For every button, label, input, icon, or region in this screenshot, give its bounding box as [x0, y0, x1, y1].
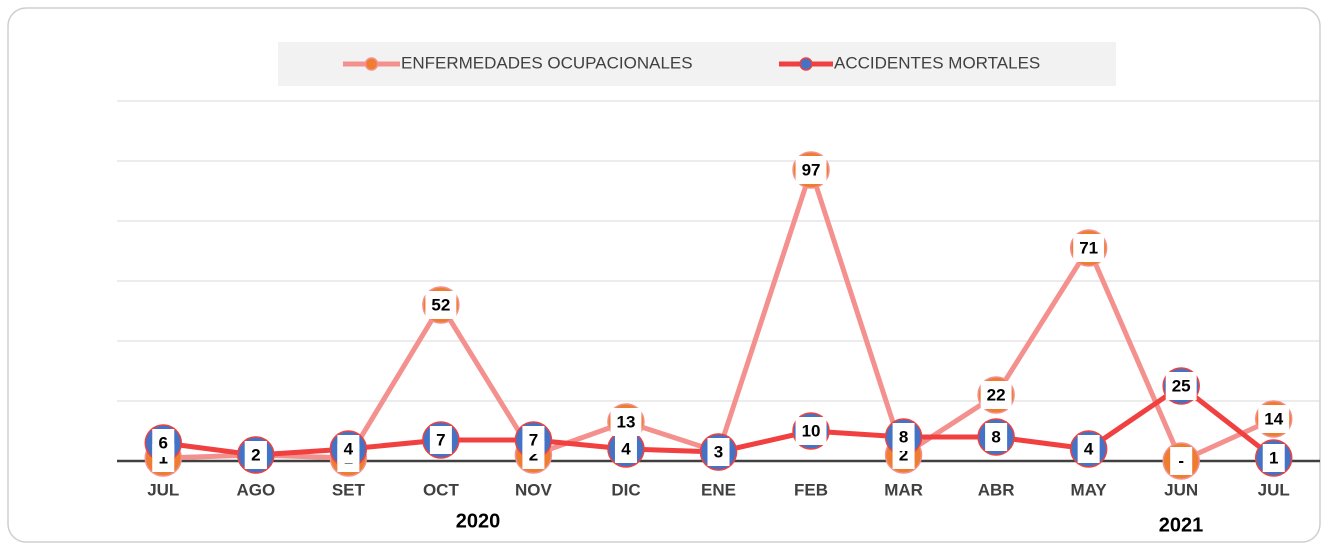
data-label: - [1178, 451, 1184, 470]
x-tick-label: DIC [611, 480, 640, 499]
data-label: 14 [1264, 409, 1283, 428]
data-label-bg [610, 408, 642, 436]
data-label: 3 [714, 442, 723, 461]
legend-label: ENFERMEDADES OCUPACIONALES [401, 53, 693, 72]
data-label: 4 [1084, 439, 1094, 458]
data-label-bg [614, 435, 637, 463]
data-label: 4 [344, 439, 354, 458]
data-label-bg [152, 429, 175, 457]
data-label-bg [795, 156, 827, 184]
x-tick-label: ABR [978, 480, 1015, 499]
data-label-bg [1262, 444, 1285, 472]
data-label-bg [1170, 447, 1193, 475]
year-label: 2020 [456, 510, 501, 532]
data-label-bg [707, 438, 730, 466]
data-label: 52 [431, 295, 450, 314]
x-tick-label: JUL [147, 480, 179, 499]
data-label-bg [892, 423, 915, 451]
x-tick-label: FEB [794, 480, 828, 499]
data-label-bg [1077, 435, 1100, 463]
data-label: 8 [899, 427, 908, 446]
data-label: 2 [899, 445, 908, 464]
data-label-bg [425, 291, 457, 319]
data-label: 71 [1079, 238, 1098, 257]
data-label: 22 [987, 385, 1006, 404]
legend-box [278, 42, 1116, 86]
data-label: 7 [436, 430, 445, 449]
x-tick-label: NOV [515, 480, 553, 499]
x-tick-label: OCT [423, 480, 460, 499]
data-label: 2 [529, 445, 538, 464]
data-label-bg [244, 441, 267, 469]
data-label-bg [1165, 372, 1197, 400]
x-tick-label: JUL [1258, 480, 1290, 499]
data-label: 7 [529, 430, 538, 449]
x-tick-label: MAY [1071, 480, 1108, 499]
x-tick-label: SET [332, 480, 366, 499]
data-label: 97 [802, 160, 821, 179]
data-label: 4 [621, 439, 631, 458]
data-label-bg [522, 426, 545, 454]
data-label: 10 [802, 421, 821, 440]
data-label-bg [429, 426, 452, 454]
data-label: 1 [159, 448, 168, 467]
data-label: 25 [1172, 376, 1191, 395]
x-tick-label: JUN [1164, 480, 1198, 499]
year-label: 2021 [1159, 514, 1204, 536]
data-label-bg [985, 423, 1008, 451]
legend-marker [364, 57, 379, 71]
data-label: 2 [251, 445, 260, 464]
x-tick-label: AGO [236, 480, 275, 499]
data-label-bg [980, 381, 1012, 409]
data-label-bg [1258, 405, 1290, 433]
data-label: 8 [991, 427, 1000, 446]
data-label-bg [337, 435, 360, 463]
x-tick-label: ENE [701, 480, 736, 499]
legend-marker [799, 57, 813, 71]
data-label: 6 [159, 433, 168, 452]
data-label: 1 [1269, 448, 1278, 467]
data-label: 13 [617, 412, 636, 431]
legend-label: ACCIDENTES MORTALES [834, 53, 1040, 72]
data-label-bg [795, 417, 827, 445]
data-label-bg [1073, 234, 1105, 262]
x-tick-label: MAR [884, 480, 923, 499]
